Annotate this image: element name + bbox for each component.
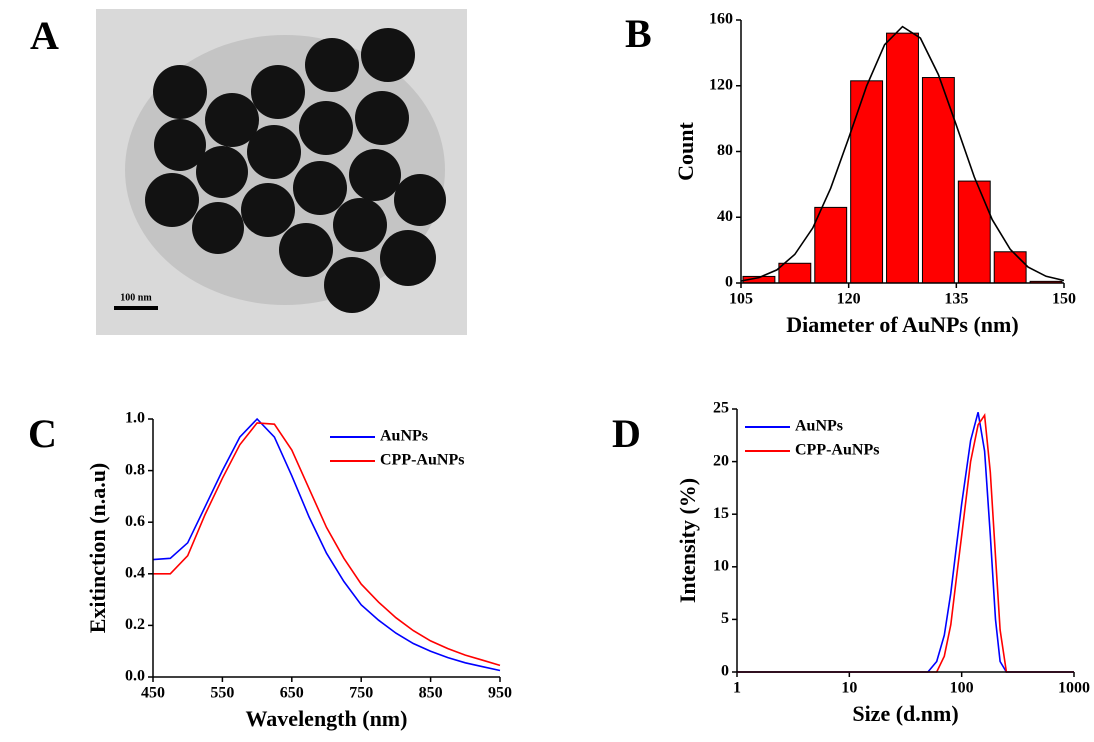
y-tick-label: 0 — [721, 663, 729, 680]
x-tick-label: 120 — [837, 291, 861, 308]
x-tick-label: 135 — [944, 291, 968, 308]
bar — [778, 262, 812, 284]
y-tick-label: 1.0 — [125, 410, 145, 427]
legend-label: AuNPs — [795, 418, 843, 435]
x-tick-label: 950 — [488, 685, 512, 702]
panel-label: C — [28, 411, 57, 456]
y-tick-label: 0.2 — [125, 616, 145, 633]
line-series — [737, 411, 1074, 673]
x-axis-title: Size (d.nm) — [852, 701, 958, 726]
x-tick-label: 105 — [729, 291, 753, 308]
y-tick-label: 40 — [717, 208, 733, 225]
panel-label: A — [30, 13, 59, 58]
y-tick-label: 5 — [721, 610, 729, 627]
panel-label: B — [625, 11, 652, 56]
y-tick-label: 15 — [713, 505, 729, 522]
y-tick-label: 160 — [709, 11, 733, 28]
y-tick-label: 0.4 — [125, 564, 145, 581]
bar — [993, 251, 1027, 284]
scale-bar-label: 100 nm — [120, 292, 152, 303]
legend-label: AuNPs — [380, 428, 428, 445]
x-tick-label: 150 — [1052, 291, 1076, 308]
bar — [921, 77, 955, 284]
y-tick-label: 80 — [717, 142, 733, 159]
legend-label: CPP-AuNPs — [380, 452, 464, 469]
y-tick-label: 10 — [713, 557, 729, 574]
line-series — [737, 413, 1074, 673]
bar — [957, 180, 991, 284]
y-tick-label: 0.8 — [125, 461, 145, 478]
y-axis-title: Exitinction (n.a.u) — [85, 463, 110, 634]
x-tick-label: 1 — [733, 680, 741, 697]
panel-label: D — [612, 411, 641, 456]
bar — [850, 80, 884, 284]
x-tick-label: 750 — [349, 685, 373, 702]
x-tick-label: 10 — [841, 680, 857, 697]
scale-bar — [114, 306, 158, 310]
fit-curve — [740, 25, 1065, 282]
x-tick-label: 1000 — [1058, 680, 1090, 697]
x-tick-label: 100 — [950, 680, 974, 697]
x-tick-label: 450 — [141, 685, 165, 702]
bar — [814, 206, 848, 284]
legend-label: CPP-AuNPs — [795, 442, 879, 459]
y-tick-label: 0.0 — [125, 668, 145, 685]
x-tick-label: 650 — [280, 685, 304, 702]
line-series — [152, 417, 501, 672]
line-series — [153, 422, 501, 667]
particles — [145, 28, 446, 313]
y-axis-title: Intensity (%) — [675, 478, 700, 603]
y-tick-label: 120 — [709, 76, 733, 93]
x-tick-label: 550 — [210, 685, 234, 702]
y-axis-title: Count — [673, 121, 698, 180]
y-tick-label: 0 — [725, 274, 733, 291]
x-tick-label: 850 — [419, 685, 443, 702]
y-tick-label: 20 — [713, 452, 729, 469]
x-axis-title: Wavelength (nm) — [246, 706, 408, 731]
y-tick-label: 25 — [713, 400, 729, 417]
tem-image: 100 nm A — [30, 9, 467, 335]
bar — [886, 32, 919, 284]
y-tick-label: 0.6 — [125, 513, 145, 530]
x-axis-title: Diameter of AuNPs (nm) — [786, 312, 1018, 337]
